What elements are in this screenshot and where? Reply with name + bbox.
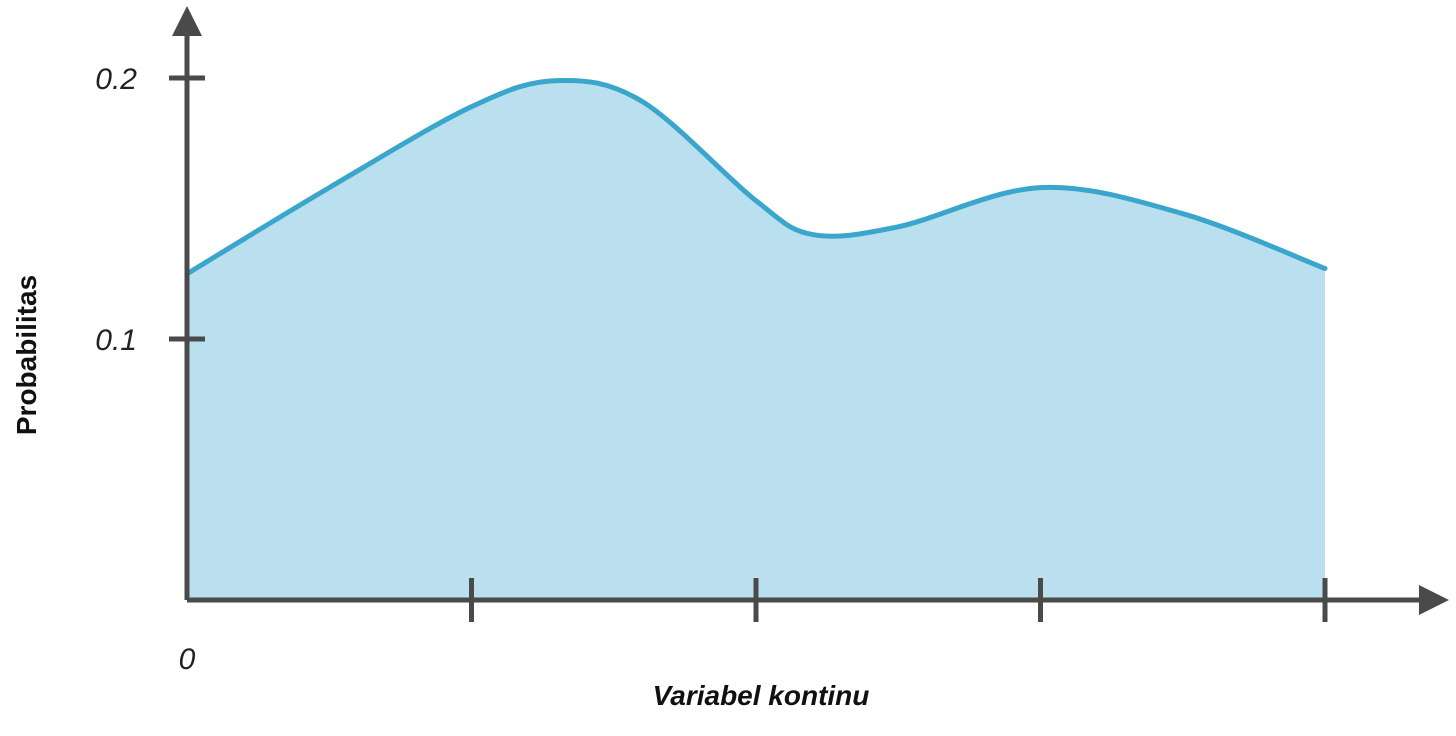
y-axis-title: Probabilitas — [11, 275, 42, 435]
y-axis-ticks: 0.1 0.2 — [95, 63, 205, 357]
y-tick-label: 0.1 — [95, 324, 137, 357]
x-axis-ticks — [469, 578, 1328, 622]
origin-label: 0 — [179, 643, 196, 676]
density-curve — [184, 77, 1328, 277]
density-area — [187, 80, 1325, 600]
y-tick-label: 0.2 — [95, 63, 137, 96]
x-axis-title: Variabel kontinu — [653, 680, 870, 711]
